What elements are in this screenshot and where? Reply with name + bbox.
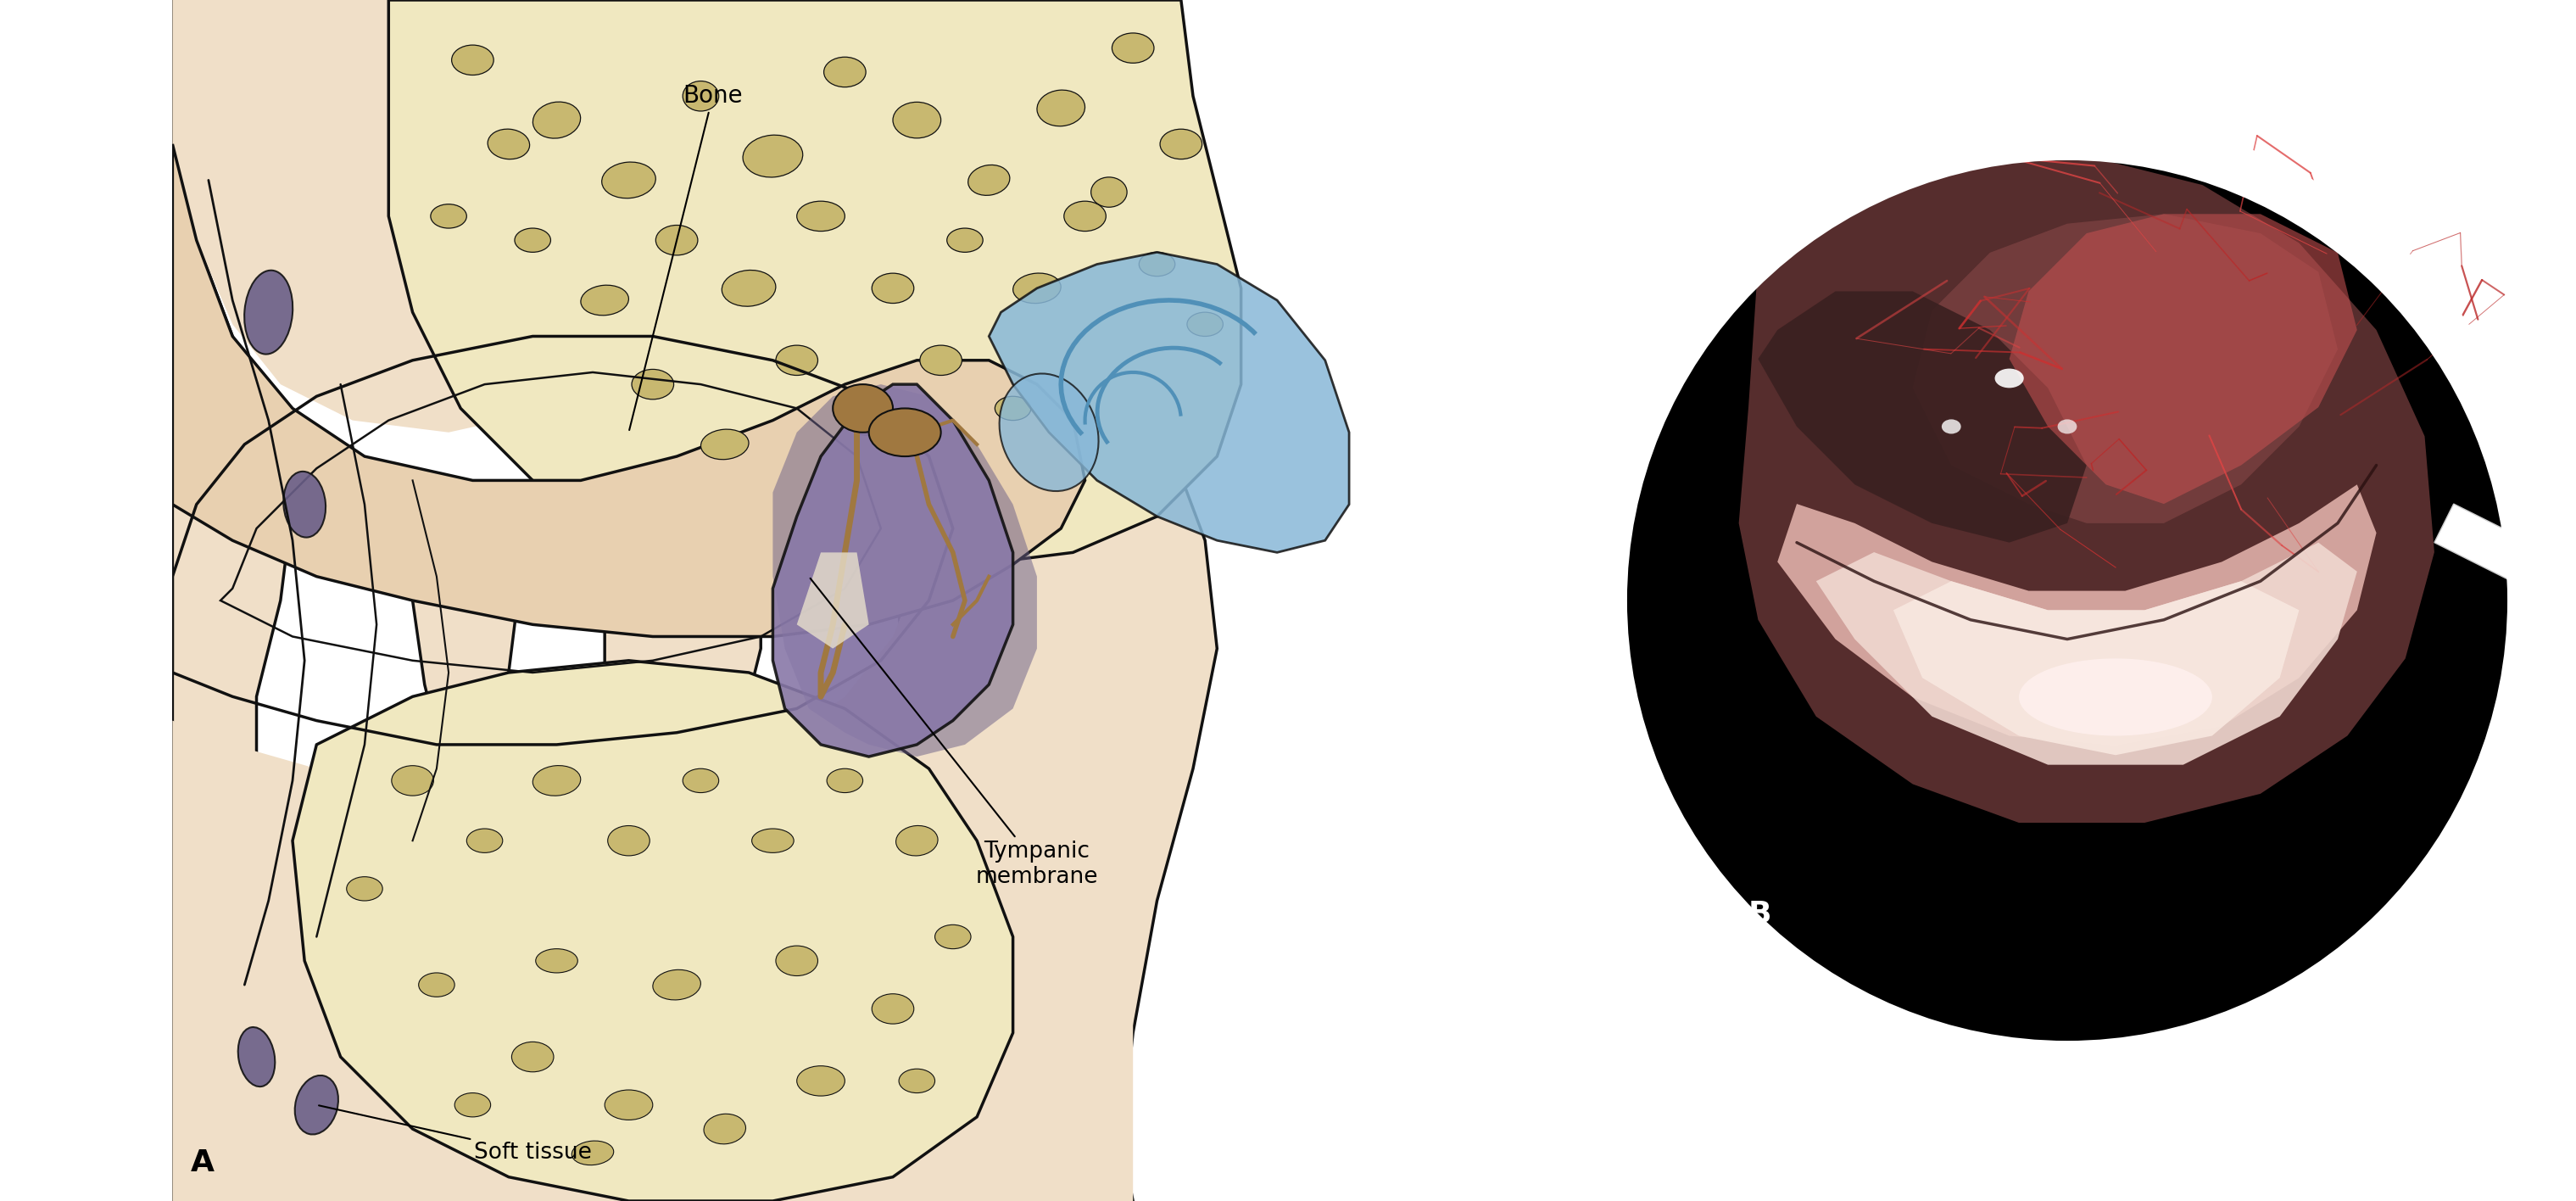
Ellipse shape	[824, 56, 866, 88]
Ellipse shape	[652, 969, 701, 1000]
Ellipse shape	[775, 346, 817, 375]
Ellipse shape	[466, 829, 502, 853]
Polygon shape	[173, 0, 1373, 1201]
Ellipse shape	[871, 994, 914, 1023]
Ellipse shape	[487, 129, 531, 160]
Text: Bone: Bone	[629, 84, 742, 430]
Ellipse shape	[994, 396, 1030, 420]
Text: Soft tissue: Soft tissue	[319, 1105, 592, 1164]
Ellipse shape	[999, 374, 1097, 491]
Polygon shape	[989, 252, 1350, 552]
Ellipse shape	[899, 1069, 935, 1093]
Ellipse shape	[2020, 658, 2213, 736]
Ellipse shape	[580, 285, 629, 316]
Ellipse shape	[420, 973, 453, 997]
Ellipse shape	[1994, 369, 2025, 388]
Ellipse shape	[603, 162, 657, 198]
Polygon shape	[173, 0, 1133, 1201]
Ellipse shape	[245, 270, 294, 354]
Circle shape	[1602, 137, 2530, 1064]
Ellipse shape	[453, 1093, 489, 1117]
Ellipse shape	[657, 226, 698, 256]
Ellipse shape	[1139, 252, 1175, 276]
Ellipse shape	[701, 429, 750, 460]
Ellipse shape	[605, 1091, 652, 1119]
Polygon shape	[1816, 543, 2357, 765]
Polygon shape	[1757, 292, 2087, 543]
Ellipse shape	[796, 201, 845, 231]
Ellipse shape	[237, 1027, 276, 1087]
Polygon shape	[773, 384, 1038, 757]
Ellipse shape	[283, 472, 325, 537]
Polygon shape	[773, 384, 1012, 757]
Ellipse shape	[1038, 90, 1084, 126]
Polygon shape	[294, 661, 1012, 1201]
Ellipse shape	[348, 877, 384, 901]
Ellipse shape	[533, 765, 580, 796]
Ellipse shape	[631, 370, 675, 400]
Polygon shape	[1911, 214, 2336, 524]
Polygon shape	[1739, 156, 2434, 823]
Ellipse shape	[1113, 32, 1154, 62]
Polygon shape	[2434, 504, 2530, 581]
Text: A: A	[191, 1148, 214, 1177]
Ellipse shape	[392, 766, 433, 795]
Ellipse shape	[742, 135, 804, 178]
Polygon shape	[796, 552, 868, 649]
Polygon shape	[1777, 484, 2375, 746]
Ellipse shape	[683, 82, 719, 112]
Ellipse shape	[948, 228, 984, 252]
Ellipse shape	[1092, 177, 1126, 207]
Ellipse shape	[752, 829, 793, 853]
Ellipse shape	[920, 346, 961, 375]
Ellipse shape	[721, 270, 775, 306]
Ellipse shape	[513, 1041, 554, 1071]
Ellipse shape	[832, 384, 894, 432]
Ellipse shape	[827, 769, 863, 793]
Ellipse shape	[430, 204, 466, 228]
Polygon shape	[173, 144, 1084, 637]
Ellipse shape	[608, 826, 649, 855]
Polygon shape	[173, 0, 1216, 1201]
Ellipse shape	[1942, 419, 1960, 434]
Ellipse shape	[1159, 130, 1203, 160]
Ellipse shape	[451, 44, 495, 74]
Text: Tympanic
membrane: Tympanic membrane	[811, 579, 1097, 889]
Ellipse shape	[896, 825, 938, 856]
Ellipse shape	[775, 946, 817, 975]
Ellipse shape	[969, 165, 1010, 196]
Ellipse shape	[2058, 419, 2076, 434]
Ellipse shape	[515, 228, 551, 252]
Polygon shape	[389, 0, 1242, 564]
Ellipse shape	[1012, 273, 1061, 304]
Ellipse shape	[1064, 201, 1105, 231]
Ellipse shape	[796, 1066, 845, 1095]
Ellipse shape	[533, 102, 580, 138]
Ellipse shape	[703, 1113, 744, 1145]
Polygon shape	[2009, 214, 2357, 504]
Ellipse shape	[294, 1075, 337, 1135]
Ellipse shape	[536, 949, 577, 973]
Ellipse shape	[1188, 312, 1224, 336]
Text: B: B	[1749, 901, 1772, 930]
Ellipse shape	[572, 1141, 613, 1165]
Ellipse shape	[935, 925, 971, 949]
Polygon shape	[1893, 581, 2298, 755]
Ellipse shape	[871, 273, 914, 303]
Ellipse shape	[868, 408, 940, 456]
Ellipse shape	[845, 406, 894, 436]
Ellipse shape	[683, 769, 719, 793]
Ellipse shape	[894, 102, 940, 138]
